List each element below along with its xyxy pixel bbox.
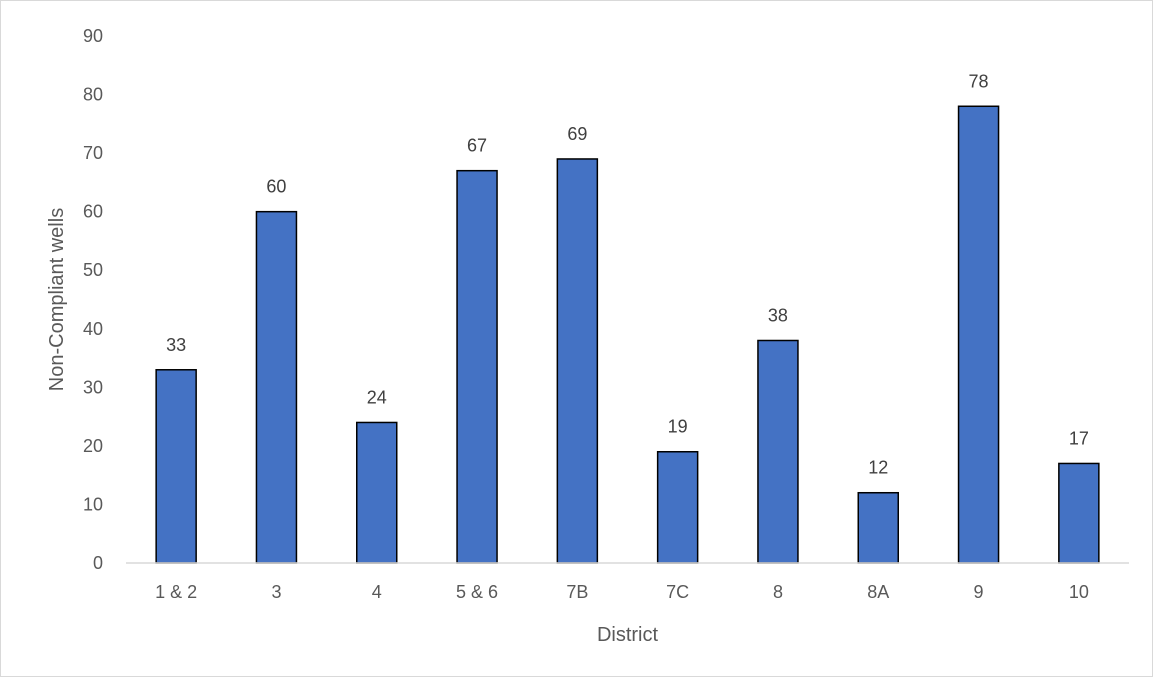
data-label: 69 <box>567 124 587 144</box>
data-label: 17 <box>1069 428 1089 448</box>
bar <box>255 210 298 564</box>
bar <box>857 491 899 564</box>
bar <box>356 421 398 564</box>
data-label: 19 <box>668 417 688 437</box>
bar <box>656 450 699 564</box>
bar <box>957 105 1000 564</box>
y-tick-label: 80 <box>83 85 103 105</box>
bar <box>1058 462 1100 564</box>
bar <box>757 339 799 564</box>
data-label: 33 <box>166 335 186 355</box>
data-labels: 33 60 24 67 69 19 38 12 78 17 <box>166 71 1089 477</box>
x-tick-label: 7B <box>566 582 588 602</box>
y-axis-ticks: 0 10 20 30 40 50 60 70 80 90 <box>83 26 103 573</box>
data-label: 67 <box>467 136 487 156</box>
data-label: 12 <box>868 458 888 478</box>
y-tick-label: 20 <box>83 436 103 456</box>
x-tick-label: 8 <box>773 582 783 602</box>
bar-series <box>155 105 1100 564</box>
y-tick-label: 70 <box>83 143 103 163</box>
y-axis-title: Non-Compliant wells <box>46 208 68 391</box>
y-tick-label: 30 <box>83 377 103 397</box>
y-tick-label: 10 <box>83 494 103 514</box>
x-axis-title: District <box>597 624 659 646</box>
x-tick-label: 3 <box>271 582 281 602</box>
y-tick-label: 0 <box>93 553 103 573</box>
y-tick-label: 90 <box>83 26 103 46</box>
x-tick-label: 8A <box>867 582 889 602</box>
bar <box>556 158 599 564</box>
x-tick-label: 9 <box>974 582 984 602</box>
x-tick-label: 1 & 2 <box>155 582 197 602</box>
y-tick-label: 60 <box>83 202 103 222</box>
x-axis-ticks: 1 & 2 3 4 5 & 6 7B 7C 8 8A 9 10 <box>155 582 1089 602</box>
data-label: 78 <box>969 71 989 91</box>
y-tick-label: 40 <box>83 319 103 339</box>
bar <box>456 169 498 564</box>
x-tick-label: 7C <box>666 582 689 602</box>
data-label: 38 <box>768 305 788 325</box>
x-tick-label: 5 & 6 <box>456 582 498 602</box>
data-label: 60 <box>266 177 286 197</box>
x-tick-label: 10 <box>1069 582 1089 602</box>
y-tick-label: 50 <box>83 260 103 280</box>
data-label: 24 <box>367 387 387 407</box>
bar <box>155 369 197 564</box>
x-tick-label: 4 <box>372 582 382 602</box>
